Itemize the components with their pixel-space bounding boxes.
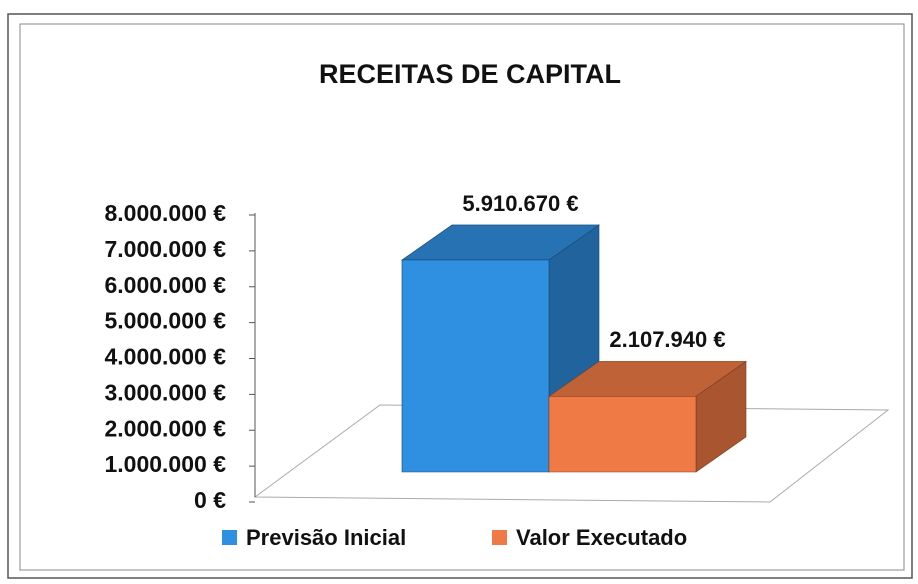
- legend-label: Previsão Inicial: [246, 525, 406, 550]
- bar-front: [548, 396, 697, 473]
- inner-frame: [19, 23, 905, 571]
- y-tick-label: 5.000.000 €: [104, 308, 226, 334]
- y-tick-label: 6.000.000 €: [104, 272, 226, 298]
- y-tick-label: 3.000.000 €: [104, 379, 226, 405]
- bar-front: [401, 259, 550, 473]
- data-label: 2.107.940 €: [609, 327, 725, 352]
- y-tick-label: 0 €: [194, 487, 226, 513]
- y-tick-label: 4.000.000 €: [104, 344, 226, 370]
- floor: [253, 404, 890, 503]
- y-tick-label: 1.000.000 €: [104, 451, 226, 477]
- y-tick-label: 8.000.000 €: [104, 200, 226, 226]
- chart-title: RECEITAS DE CAPITAL: [319, 59, 621, 89]
- legend-label: Valor Executado: [516, 525, 687, 550]
- legend-swatch: [492, 530, 507, 545]
- bar: [548, 360, 747, 473]
- y-tick-label: 2.000.000 €: [104, 415, 226, 441]
- legend-swatch: [222, 530, 237, 545]
- data-label: 5.910.670 €: [462, 191, 578, 216]
- outer-frame: [7, 13, 913, 579]
- y-tick-label: 7.000.000 €: [104, 236, 226, 262]
